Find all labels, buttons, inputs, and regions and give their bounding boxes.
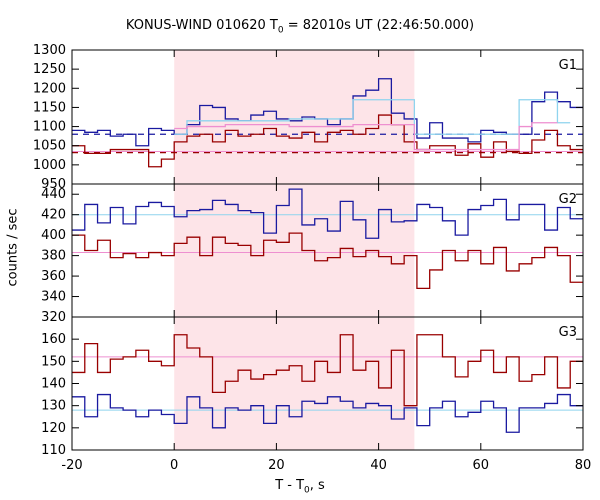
panel-G2-ytick-label: 420 (41, 208, 66, 223)
panel-G2-label: G2 (559, 192, 577, 207)
panel-G1-ytick-label: 950 (41, 177, 66, 192)
panel-G3-ytick-label: 120 (41, 421, 66, 436)
panel-G3-series-0 (72, 334, 583, 407)
panel-G2-ytick-label: 360 (41, 269, 66, 284)
chart-title: KONUS-WIND 010620 T0 = 82010s UT (22:46:… (0, 18, 600, 36)
panel-G1-ytick-label: 1150 (33, 100, 66, 115)
panel-G2-ytick-label: 320 (41, 310, 66, 325)
panel-G1-series-2 (174, 99, 571, 135)
panel-G1-series-1 (72, 114, 583, 168)
panel-G3-ytick-label: 130 (41, 399, 66, 414)
panel-G1-ytick-label: 1050 (33, 139, 66, 154)
x-axis-label-subscript: 0 (304, 485, 310, 496)
panel-G3-ytick-label: 140 (41, 377, 66, 392)
xtick-label: 80 (575, 458, 592, 473)
xtick-label: 0 (170, 458, 178, 473)
panel-G1-label: G1 (559, 58, 577, 73)
panel-G2-ytick-label: 340 (41, 290, 66, 305)
panel-G3-frame (71, 316, 584, 451)
chart-title-main: KONUS-WIND 010620 T (125, 18, 278, 33)
x-axis-label-main: T - T (275, 478, 305, 493)
panel-G2-ytick-label: 380 (41, 249, 66, 264)
panel-G3-series-1 (72, 393, 583, 433)
panel-G2-series-0 (72, 188, 583, 239)
panel-G2-ytick-label: 400 (41, 228, 66, 243)
panel-G2-series-1 (72, 232, 583, 290)
xtick-label: 20 (268, 458, 285, 473)
panel-G1-ytick-label: 1250 (33, 62, 66, 77)
x-axis-label: T - T0, s (0, 478, 600, 496)
xtick-label: 60 (473, 458, 490, 473)
xtick-label: 40 (370, 458, 387, 473)
panel-G1-ytick-label: 1200 (33, 81, 66, 96)
panel-G1-ytick-label: 1000 (33, 158, 66, 173)
chart-title-subscript: 0 (277, 25, 284, 36)
panel-G2-ytick-label: 440 (41, 187, 66, 202)
panel-G3-label: G3 (559, 325, 577, 340)
chart-title-rest: = 82010s UT (22:46:50.000) (283, 18, 475, 33)
panel-G3-ytick-label: 150 (41, 354, 66, 369)
y-axis-label: counts / sec (5, 208, 21, 287)
x-axis-label-rest: , s (309, 478, 325, 493)
panel-G1-ytick-label: 1100 (33, 120, 66, 135)
panel-G3-ytick-label: 160 (41, 332, 66, 347)
panel-G1-series-3 (174, 122, 558, 151)
panel-G1-ytick-label: 1300 (33, 43, 66, 58)
panel-G3-ytick-label: 110 (41, 443, 66, 458)
xtick-label: -20 (61, 458, 82, 473)
